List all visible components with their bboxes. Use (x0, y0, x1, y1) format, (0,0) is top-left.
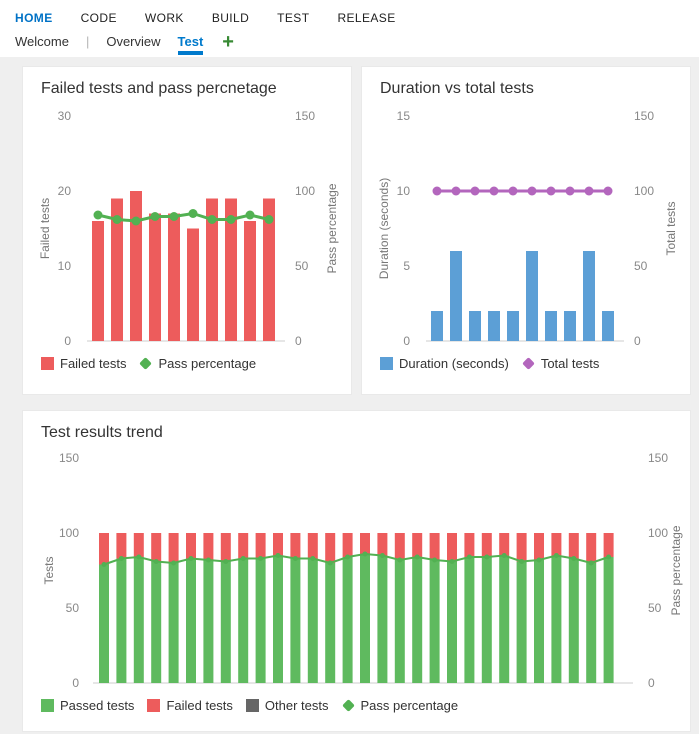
nav-item-test[interactable]: TEST (277, 11, 310, 25)
widget-duration-vs-total-tests: Duration vs total tests 0 5 10 15 0 50 100 150 D… (361, 66, 691, 395)
tab-overview[interactable]: Overview (106, 34, 161, 49)
chart-legend: Failed tests Pass percentage (23, 356, 351, 371)
svg-text:100: 100 (295, 184, 315, 198)
legend-label: Other tests (264, 698, 329, 713)
widget-failed-tests-pass-percentage: Failed tests and pass percnetage 0 10 20 30… (22, 66, 352, 395)
tab-test[interactable]: Test (177, 34, 204, 55)
failed-tests-swatch-icon (41, 357, 54, 370)
add-dashboard-icon[interactable]: + (222, 31, 234, 53)
tab-separator: | (85, 34, 90, 49)
svg-text:150: 150 (648, 451, 668, 465)
failed-tests-swatch-icon (147, 699, 161, 712)
svg-text:20: 20 (58, 184, 72, 198)
legend-label: Total tests (540, 356, 600, 371)
legend-item-pass-percentage: Pass percentage (139, 356, 256, 371)
pass-percentage-marker-icon (139, 357, 153, 370)
dashboard: Failed tests and pass percnetage 0 10 20 30… (0, 57, 699, 734)
nav-item-home[interactable]: HOME (15, 11, 53, 25)
failed-tests-chart: 0 10 20 30 0 50 100 150 Failed tests Pass percent… (38, 109, 339, 348)
total-tests-marker-icon (521, 357, 535, 370)
legend-item-passed-tests: Passed tests (41, 698, 134, 713)
tab-welcome[interactable]: Welcome (15, 34, 69, 49)
svg-text:150: 150 (295, 109, 315, 123)
svg-text:0: 0 (295, 334, 302, 348)
legend-item-other-tests: Other tests (245, 698, 329, 713)
widget-test-results-trend: Test results trend 0 50 100 150 0 50 100 150 Tes… (22, 410, 691, 732)
svg-text:100: 100 (648, 526, 668, 540)
duration-swatch-icon (380, 357, 393, 370)
svg-text:Total tests: Total tests (664, 201, 678, 255)
widget-title: Duration vs total tests (380, 80, 534, 97)
test-results-trend-chart: 0 50 100 150 0 50 100 150 Tests Pass percentage (42, 451, 683, 690)
svg-text:150: 150 (634, 109, 654, 123)
svg-text:50: 50 (66, 601, 80, 615)
svg-text:50: 50 (648, 601, 662, 615)
legend-label: Pass percentage (360, 698, 459, 713)
legend-label: Duration (seconds) (399, 356, 509, 371)
svg-text:Tests: Tests (42, 556, 56, 584)
legend-item-pass-percentage: Pass percentage (341, 698, 459, 713)
legend-item-total-tests: Total tests (521, 356, 600, 371)
svg-text:50: 50 (634, 259, 648, 273)
svg-text:0: 0 (64, 334, 71, 348)
legend-label: Pass percentage (158, 356, 257, 371)
nav-item-release[interactable]: RELEASE (337, 11, 396, 25)
svg-text:100: 100 (634, 184, 654, 198)
svg-text:15: 15 (397, 109, 411, 123)
legend-label: Failed tests (166, 698, 233, 713)
widget-title: Test results trend (41, 424, 163, 441)
top-nav: HOME CODE WORK BUILD TEST RELEASE (0, 0, 699, 25)
svg-text:Duration (seconds): Duration (seconds) (377, 178, 391, 279)
legend-item-duration: Duration (seconds) (380, 356, 509, 371)
svg-text:0: 0 (72, 676, 79, 690)
dashboard-tab-bar: Welcome | Overview Test + (0, 25, 699, 60)
widget-title: Failed tests and pass percnetage (41, 80, 277, 97)
svg-text:150: 150 (59, 451, 79, 465)
passed-tests-swatch-icon (41, 699, 54, 712)
svg-text:0: 0 (403, 334, 410, 348)
svg-text:Pass percentage: Pass percentage (669, 525, 683, 615)
svg-text:10: 10 (397, 184, 411, 198)
pass-percentage-marker-icon (341, 699, 355, 712)
legend-item-failed-tests: Failed tests (147, 698, 233, 713)
svg-text:50: 50 (295, 259, 309, 273)
svg-text:Pass percentage: Pass percentage (325, 183, 339, 273)
nav-item-code[interactable]: CODE (80, 11, 117, 25)
legend-label: Failed tests (60, 356, 127, 371)
chart-legend: Duration (seconds) Total tests (362, 356, 690, 371)
svg-text:0: 0 (634, 334, 641, 348)
svg-text:5: 5 (403, 259, 410, 273)
legend-item-failed-tests: Failed tests (41, 356, 126, 371)
chart-legend: Passed tests Failed tests Other tests Pa… (23, 698, 690, 713)
legend-label: Passed tests (60, 698, 135, 713)
other-tests-swatch-icon (245, 699, 259, 712)
svg-text:Failed tests: Failed tests (38, 198, 52, 259)
nav-item-build[interactable]: BUILD (211, 11, 250, 25)
svg-text:0: 0 (648, 676, 655, 690)
svg-text:10: 10 (58, 259, 72, 273)
svg-text:100: 100 (59, 526, 79, 540)
svg-text:30: 30 (58, 109, 72, 123)
nav-item-work[interactable]: WORK (144, 11, 184, 25)
